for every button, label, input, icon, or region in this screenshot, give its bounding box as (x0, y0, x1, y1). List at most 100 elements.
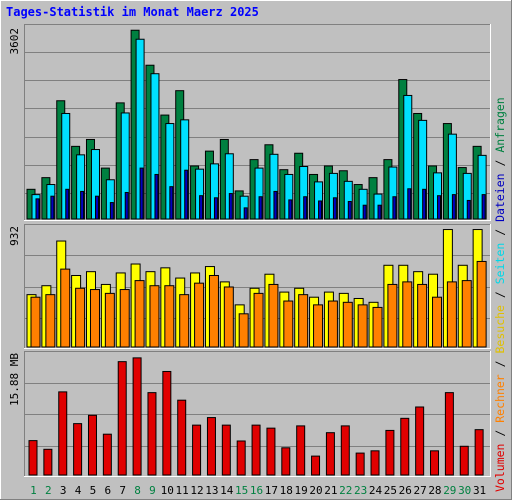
bar-seiten (154, 173, 159, 220)
bar-rechner (75, 287, 86, 348)
bar-volumen (266, 427, 276, 476)
bar-rechner (253, 292, 264, 348)
bar-seiten (392, 196, 397, 220)
bar-volumen (415, 406, 425, 476)
bar-volumen (206, 417, 216, 476)
bar-volumen (58, 391, 68, 476)
legend-anfragen: Anfragen (493, 97, 507, 152)
bar-volumen (385, 429, 395, 476)
bar-volumen (117, 361, 127, 476)
bar-seiten (332, 197, 337, 220)
bar-seiten (318, 200, 323, 220)
bar-rechner (417, 283, 428, 348)
bar-seiten (50, 195, 55, 220)
bar-rechner (327, 300, 338, 348)
y-max-label-middle: 932 (8, 226, 21, 246)
x-day-label: 25 (384, 484, 397, 497)
bar-rechner (134, 280, 145, 348)
bar-volumen (296, 425, 306, 476)
bar-rechner (432, 296, 443, 348)
bar-rechner (283, 300, 294, 348)
y-max-label-bottom: 15.88 MB (8, 353, 21, 406)
x-day-label: 12 (190, 484, 203, 497)
x-day-label: 3 (60, 484, 67, 497)
legend-separator: / (493, 354, 507, 375)
bar-seiten (377, 204, 382, 220)
bar-rechner (179, 294, 190, 348)
bar-volumen (340, 425, 350, 476)
bar-rechner (357, 304, 368, 348)
bar-seiten (139, 167, 144, 220)
bar-volumen (28, 440, 38, 476)
bar-volumen (73, 423, 83, 476)
legend-separator: / (493, 284, 507, 305)
bar-rechner (342, 301, 353, 348)
bar-rechner (89, 289, 100, 348)
bar-rechner (402, 281, 413, 348)
bar-rechner (119, 289, 130, 348)
legend-separator: / (493, 222, 507, 243)
bar-volumen (162, 370, 172, 476)
x-day-label: 27 (413, 484, 426, 497)
x-day-label: 30 (458, 484, 471, 497)
legend-dateien: Dateien (493, 173, 507, 221)
x-day-label: 4 (75, 484, 82, 497)
x-day-label: 19 (294, 484, 307, 497)
x-day-label: 17 (265, 484, 278, 497)
bar-rechner (476, 260, 487, 348)
bar-rechner (60, 268, 71, 348)
bar-rechner (298, 294, 309, 348)
x-day-label: 18 (280, 484, 293, 497)
bar-volumen (43, 448, 53, 476)
bar-seiten (466, 199, 471, 220)
bar-seiten (451, 194, 456, 220)
bar-volumen (400, 417, 410, 476)
bar-seiten (65, 188, 70, 220)
bar-volumen (177, 399, 187, 476)
bar-volumen (281, 447, 291, 476)
x-day-label: 5 (90, 484, 97, 497)
bar-seiten (184, 169, 189, 220)
bar-rechner (149, 285, 160, 348)
bar-rechner (461, 280, 472, 348)
bar-rechner (223, 286, 234, 348)
x-day-label: 8 (134, 484, 141, 497)
bar-seiten (407, 188, 412, 220)
bar-rechner (313, 304, 324, 348)
bar-volumen (147, 392, 157, 476)
bar-rechner (194, 282, 205, 348)
legend-seiten: Seiten (493, 243, 507, 285)
bar-seiten (109, 202, 114, 220)
chart-title: Tages-Statistik im Monat Maerz 2025 (6, 5, 259, 19)
bar-volumen (325, 432, 335, 476)
bar-seiten (243, 207, 248, 220)
x-day-label: 23 (354, 484, 367, 497)
legend-separator: / (493, 423, 507, 444)
x-day-label: 11 (176, 484, 189, 497)
bar-seiten (199, 195, 204, 220)
bar-volumen (311, 455, 321, 476)
bar-seiten (288, 199, 293, 220)
bar-seiten (213, 197, 218, 220)
x-day-label: 14 (220, 484, 234, 497)
bar-volumen (132, 357, 142, 476)
bar-volumen (87, 414, 97, 476)
bar-volumen (221, 424, 231, 476)
bar-volumen (444, 392, 454, 476)
bar-volumen (102, 433, 112, 476)
bar-volumen (251, 424, 261, 476)
bar-seiten (362, 204, 367, 220)
bar-seiten (347, 201, 352, 220)
bar-volumen (236, 440, 246, 476)
bar-seiten (481, 194, 486, 220)
bar-rechner (387, 283, 398, 348)
x-day-label: 31 (473, 484, 486, 497)
x-day-label: 9 (149, 484, 156, 497)
series-legend: Volumen / Rechner / Besuche / Seiten / D… (493, 97, 507, 492)
legend-separator: / (493, 153, 507, 174)
bar-seiten (258, 196, 263, 220)
bar-seiten (124, 191, 129, 220)
bar-rechner (238, 313, 249, 348)
x-day-label: 29 (443, 484, 456, 497)
